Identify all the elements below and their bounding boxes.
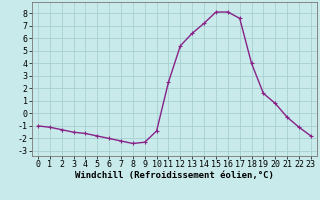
X-axis label: Windchill (Refroidissement éolien,°C): Windchill (Refroidissement éolien,°C)	[75, 171, 274, 180]
